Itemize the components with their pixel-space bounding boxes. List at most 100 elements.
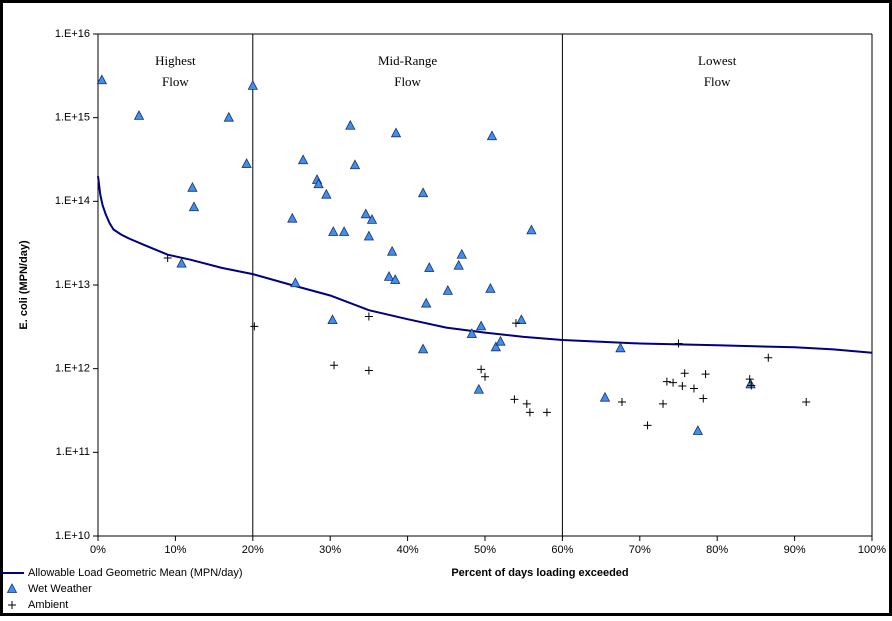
plot-area (98, 34, 872, 536)
ambient-point (662, 377, 671, 386)
wet-weather-point (327, 314, 338, 325)
x-axis-title: Percent of days loading exceeded (451, 567, 628, 579)
ambient-point (364, 366, 373, 375)
region-label: Highest (155, 53, 196, 68)
ambient-point (747, 381, 756, 390)
wet-weather-point (287, 212, 298, 223)
ambient-point (689, 384, 698, 393)
y-tick-label: 1.E+12 (55, 363, 90, 375)
x-tick-label: 70% (629, 544, 651, 556)
wet-weather-point (363, 230, 375, 241)
ambient-point (659, 399, 668, 408)
wet-weather-point (473, 383, 484, 394)
ambient-point (525, 408, 534, 417)
ambient-point (477, 365, 486, 374)
ambient-point (764, 353, 773, 362)
wet-weather-point (692, 425, 704, 435)
ambient-point (701, 370, 710, 379)
wet-weather-point (241, 158, 252, 168)
ambient-point (669, 378, 678, 387)
wet-weather-point (96, 74, 108, 85)
y-tick-label: 1.E+10 (55, 530, 90, 542)
ambient-point (250, 322, 259, 331)
ambient-point (745, 375, 754, 384)
wet-weather-point (187, 181, 198, 192)
x-tick-label: 20% (242, 544, 264, 556)
x-tick-label: 80% (706, 544, 728, 556)
ambient-point (364, 312, 373, 321)
legend-swatch (6, 583, 18, 593)
wet-weather-point (485, 282, 496, 293)
x-tick-label: 10% (164, 544, 186, 556)
wet-weather-point (390, 274, 401, 284)
legend-swatch (8, 601, 16, 609)
wet-weather-point (297, 154, 309, 165)
wet-weather-point (421, 297, 432, 308)
wet-weather-point (360, 208, 371, 219)
wet-weather-point (390, 127, 402, 138)
ambient-point (163, 254, 172, 263)
ambient-point (643, 421, 652, 430)
wet-weather-point (516, 314, 527, 325)
wet-weather-point (338, 226, 350, 236)
wet-weather-point (133, 110, 145, 120)
x-tick-label: 0% (90, 544, 106, 556)
y-tick-label: 1.E+14 (55, 195, 90, 207)
legend-label: Wet Weather (28, 583, 92, 595)
load-line (97, 175, 873, 354)
y-tick-label: 1.E+11 (56, 446, 90, 458)
region-label: Lowest (698, 53, 737, 68)
wet-weather-point (526, 224, 537, 235)
wet-weather-point (495, 335, 506, 346)
y-axis-title: E. coli (MPN/day) (18, 240, 30, 330)
ambient-point (511, 319, 520, 328)
wet-weather-point (328, 226, 339, 236)
wet-weather-point (615, 342, 626, 353)
legend-label: Allowable Load Geometric Mean (MPN/day) (28, 567, 243, 579)
x-tick-label: 30% (319, 544, 341, 556)
x-tick-label: 50% (474, 544, 496, 556)
x-tick-label: 90% (784, 544, 806, 556)
ambient-point (330, 361, 339, 370)
ambient-point (510, 395, 519, 404)
wet-weather-point (321, 188, 332, 199)
wet-weather-point (383, 271, 395, 281)
wet-weather-point (453, 259, 464, 270)
ambient-point (802, 397, 811, 406)
wet-weather-point (417, 343, 429, 354)
region-label: Mid-Range (378, 53, 437, 68)
wet-weather-point (188, 201, 200, 212)
wet-weather-point (313, 178, 324, 189)
wet-weather-point (424, 262, 435, 272)
x-tick-label: 100% (858, 544, 886, 556)
wet-weather-point (466, 328, 478, 338)
ambient-point (481, 372, 489, 381)
x-tick-label: 40% (397, 544, 419, 556)
region-label: Flow (704, 74, 731, 89)
wet-weather-point (417, 187, 429, 198)
wet-weather-point (345, 119, 356, 130)
legend-label: Ambient (28, 599, 68, 611)
wet-weather-point (386, 245, 398, 256)
wet-weather-point (486, 130, 498, 141)
wet-weather-point (349, 159, 361, 170)
region-label: Flow (394, 74, 421, 89)
ambient-point (617, 397, 626, 406)
wet-weather-point (442, 285, 454, 295)
wet-weather-point (490, 341, 502, 352)
ambient-point (542, 408, 551, 417)
wet-weather-point (475, 320, 487, 331)
ambient-point (680, 369, 689, 378)
wet-weather-point (176, 257, 187, 268)
wet-weather-point (290, 277, 301, 288)
x-tick-label: 60% (551, 544, 573, 556)
ambient-point (522, 399, 531, 408)
wet-weather-point (247, 80, 258, 90)
wet-weather-point (599, 391, 611, 402)
ambient-point (674, 339, 683, 348)
y-tick-label: 1.E+16 (55, 28, 90, 40)
region-label: Flow (162, 74, 189, 89)
y-tick-label: 1.E+13 (55, 279, 90, 291)
